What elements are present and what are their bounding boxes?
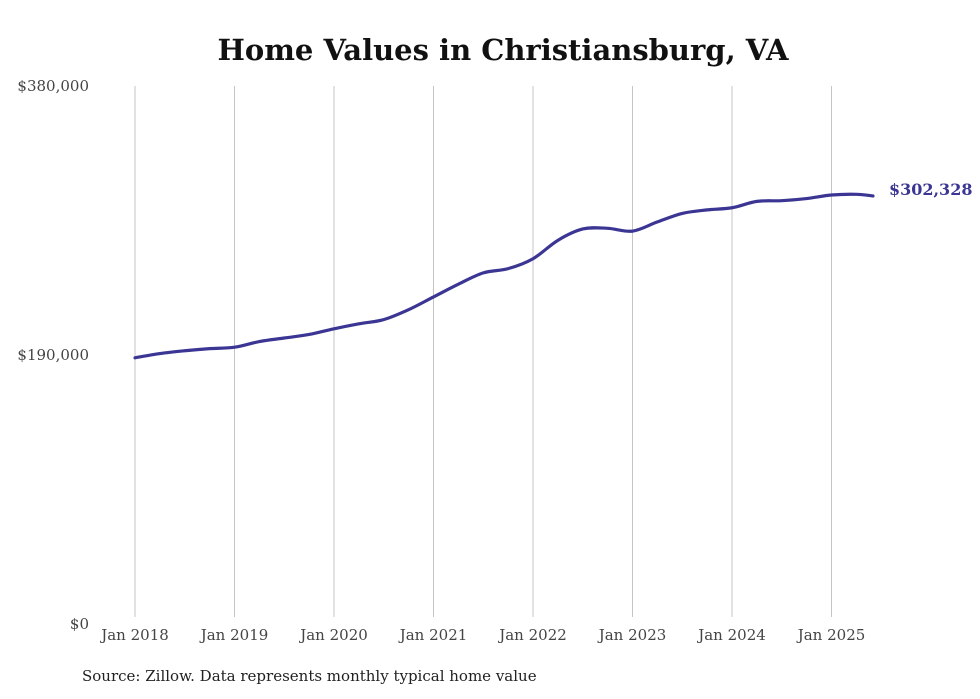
x-tick-label: Jan 2023 <box>597 626 667 644</box>
series-line <box>133 192 875 360</box>
series-layer: $302,328 <box>133 180 973 360</box>
x-tick-label: Jan 2021 <box>398 626 468 644</box>
y-tick-label: $190,000 <box>17 346 89 364</box>
x-tick-label: Jan 2018 <box>99 626 169 644</box>
y-tick-label: $0 <box>70 615 89 633</box>
end-value-label: $302,328 <box>889 180 973 199</box>
x-axis-tick-labels: Jan 2018 Jan 2019 Jan 2020 Jan 2021 Jan 2022… <box>99 626 865 644</box>
x-tick-label: Jan 2024 <box>696 626 766 644</box>
gridlines <box>134 86 832 617</box>
y-axis-tick-labels: $0 $190,000 $380,000 <box>17 77 89 633</box>
x-tick-label: Jan 2025 <box>796 626 866 644</box>
x-tick-label: Jan 2020 <box>298 626 368 644</box>
x-tick-label: Jan 2019 <box>199 626 269 644</box>
source-note: Source: Zillow. Data represents monthly … <box>82 667 537 685</box>
chart-title: Home Values in Christiansburg, VA <box>217 33 789 67</box>
y-tick-label: $380,000 <box>17 77 89 95</box>
x-tick-label: Jan 2022 <box>497 626 567 644</box>
